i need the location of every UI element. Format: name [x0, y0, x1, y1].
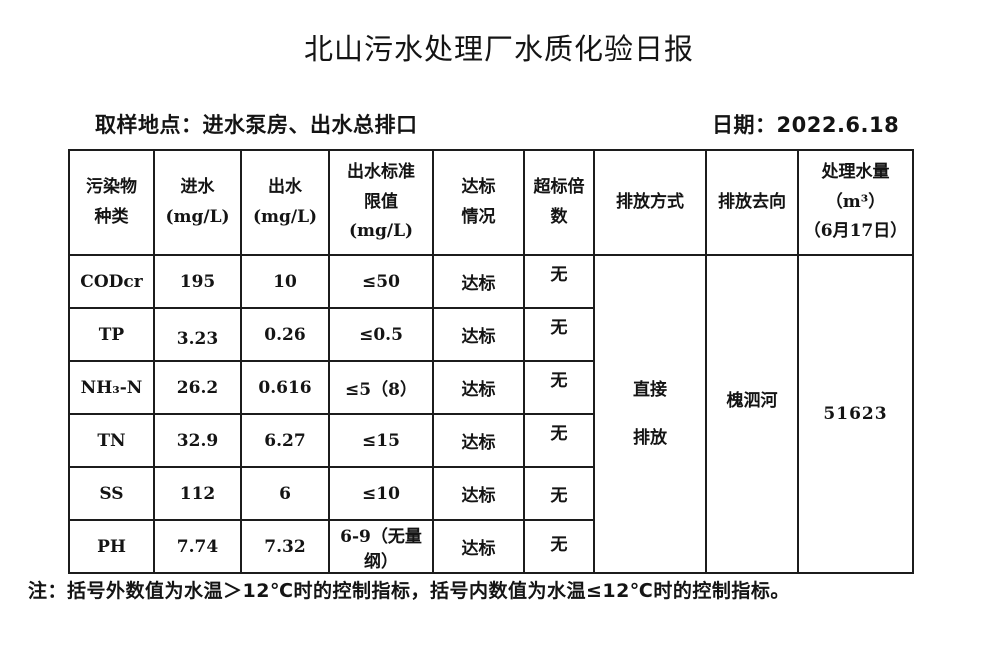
column-header-discharge-destination: 排放去向 [705, 149, 799, 256]
cell-compliance: 达标 [432, 307, 525, 362]
header-line: 限值 [364, 191, 398, 212]
cell-pollutant: TP [68, 307, 155, 362]
cell-pollutant: CODcr [68, 254, 155, 309]
header-line: 进水 [180, 176, 215, 197]
column-header-pollutant: 污染物 种类 [68, 149, 155, 256]
header-line: (mg/L) [165, 206, 230, 227]
header-line: 出水 [268, 176, 302, 197]
header-line: 种类 [94, 206, 129, 227]
water-quality-table: 污染物 种类 进水 (mg/L) 出水 (mg/L) 出水标准 限值 (mg/L… [68, 149, 914, 574]
cell-discharge-mode: 直接 排放 [593, 254, 707, 574]
cell-effluent: 0.616 [240, 360, 330, 415]
cell-treated-volume: 51623 [797, 254, 914, 574]
cell-compliance: 达标 [432, 360, 525, 415]
cell-pollutant: NH₃-N [68, 360, 155, 415]
table-row: TP 3.23 0.26 ≤0.5 达标 无 [68, 307, 913, 362]
cell-pollutant: SS [68, 466, 155, 521]
report-date: 日期：2022.6.18 [712, 113, 900, 137]
cell-effluent: 6 [240, 466, 330, 521]
sampling-location: 取样地点：进水泵房、出水总排口 [95, 113, 418, 137]
footnote: 注：括号外数值为水温＞12℃时的控制指标，括号内数值为水温≤12℃时的控制指标。 [28, 580, 790, 602]
header-line: 情况 [461, 206, 496, 227]
table-row: SS 112 6 ≤10 达标 无 [68, 466, 913, 521]
column-header-effluent-limit: 出水标准 限值 (mg/L) [328, 149, 434, 256]
cell-exceedance: 无 [523, 466, 595, 521]
cell-effluent: 0.26 [240, 307, 330, 362]
cell-limit: ≤0.5 [328, 307, 434, 362]
cell-discharge-destination: 槐泗河 [705, 254, 799, 574]
cell-influent: 26.2 [153, 360, 242, 415]
cell-influent: 112 [153, 466, 242, 521]
cell-compliance: 达标 [432, 254, 525, 309]
table-row: TN 32.9 6.27 ≤15 达标 无 [68, 413, 913, 468]
page-title: 北山污水处理厂水质化验日报 [303, 32, 694, 66]
cell-effluent: 6.27 [240, 413, 330, 468]
header-line: 排放去向 [718, 191, 786, 212]
column-header-treated-volume: 处理水量 （m³） （6月17日） [797, 149, 914, 256]
table-row: PH 7.74 7.32 6-9（无量纲） 达标 无 [68, 519, 913, 574]
cell-compliance: 达标 [432, 519, 525, 574]
cell-pollutant: PH [68, 519, 155, 574]
column-header-influent: 进水 (mg/L) [153, 149, 242, 256]
column-header-compliance: 达标 情况 [432, 149, 525, 256]
table-header-row: 污染物 种类 进水 (mg/L) 出水 (mg/L) 出水标准 限值 (mg/L… [68, 149, 914, 256]
cell-limit: 6-9（无量纲） [328, 519, 434, 574]
discharge-mode-line: 直接 [633, 379, 667, 400]
cell-exceedance: 无 [523, 307, 595, 362]
cell-compliance: 达标 [432, 466, 525, 521]
header-line: 出水标准 [347, 161, 415, 182]
cell-effluent: 10 [240, 254, 330, 309]
column-header-exceedance: 超标倍 数 [523, 149, 595, 256]
header-line: 数 [550, 206, 568, 227]
cell-exceedance: 无 [523, 519, 595, 574]
cell-exceedance: 无 [523, 254, 595, 309]
cell-limit: ≤10 [328, 466, 434, 521]
header-line: （m³） [825, 191, 886, 212]
header-line: 超标倍 [533, 176, 585, 197]
cell-influent: 32.9 [153, 413, 242, 468]
cell-limit: ≤50 [328, 254, 434, 309]
column-header-discharge-mode: 排放方式 [593, 149, 707, 256]
header-line: 污染物 [86, 176, 137, 197]
cell-compliance: 达标 [432, 413, 525, 468]
header-line: 达标 [461, 176, 496, 197]
cell-influent: 3.23 [153, 307, 242, 362]
cell-limit: ≤5（8） [328, 360, 434, 415]
header-line: (mg/L) [348, 221, 414, 242]
column-header-effluent: 出水 (mg/L) [240, 149, 330, 256]
header-line: (mg/L) [252, 206, 318, 227]
cell-pollutant: TN [68, 413, 155, 468]
cell-limit: ≤15 [328, 413, 434, 468]
header-line: 排放方式 [616, 191, 684, 212]
header-line: 处理水量 [821, 161, 890, 182]
cell-effluent: 7.32 [240, 519, 330, 574]
cell-exceedance: 无 [523, 360, 595, 415]
discharge-mode-line: 排放 [633, 428, 667, 448]
table-row: CODcr 195 10 ≤50 达标 无 直接 排放 槐泗河 51623 [68, 254, 914, 574]
cell-influent: 7.74 [153, 519, 242, 574]
cell-exceedance: 无 [523, 413, 595, 468]
header-line: （6月17日） [803, 221, 908, 242]
table-row: NH₃-N 26.2 0.616 ≤5（8） 达标 无 [68, 360, 913, 415]
cell-influent: 195 [153, 254, 242, 309]
